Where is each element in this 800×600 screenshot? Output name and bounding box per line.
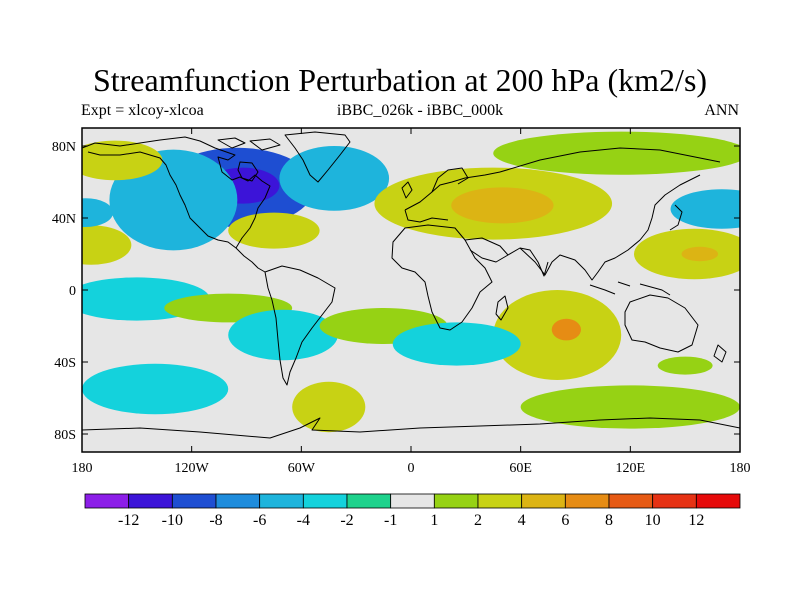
anomaly-arctic-high-west xyxy=(82,140,163,181)
x-tick-label: 120W xyxy=(175,461,210,476)
colorbar-swatch xyxy=(608,493,654,509)
coastline-asia xyxy=(499,147,721,281)
anomaly-arctic-high-east xyxy=(493,131,740,175)
anomaly-west-pacific-high-core xyxy=(681,246,719,262)
colorbar-swatch xyxy=(302,493,348,509)
x-tick-label: 0 xyxy=(408,461,415,476)
coastline-greenland xyxy=(284,131,351,183)
coastline-japan xyxy=(669,204,683,231)
colorbar-swatch xyxy=(433,493,479,509)
coastlines xyxy=(82,131,740,439)
anomaly-nw-pacific-low xyxy=(670,189,740,229)
colorbar-label: -8 xyxy=(209,512,222,529)
colorbar-label: -12 xyxy=(118,512,139,529)
anomaly-southwest-pacific-high xyxy=(657,356,713,375)
x-tick-label: 60E xyxy=(509,461,532,476)
colorbar-label: -4 xyxy=(297,512,310,529)
coastline-africa xyxy=(391,224,493,331)
coastline-india xyxy=(519,247,549,277)
season-label: ANN xyxy=(704,102,739,119)
colorbar-swatch xyxy=(259,493,304,509)
colorbar-swatch xyxy=(652,493,697,509)
coastline-new-zealand xyxy=(713,344,727,363)
colorbar-label: -1 xyxy=(384,512,397,529)
coastline-europe xyxy=(404,171,501,223)
colorbar-label: -10 xyxy=(162,512,183,529)
coastline-antarctica xyxy=(82,417,740,439)
colorbar-label: -6 xyxy=(253,512,266,529)
colorbar-label: 12 xyxy=(688,512,704,529)
colorbar-swatch xyxy=(215,493,261,509)
y-tick-label: 40S xyxy=(54,356,76,371)
coastline-british-isles xyxy=(401,181,413,199)
coastline-indonesia xyxy=(589,281,671,296)
anomaly-drake-passage-high xyxy=(292,381,366,433)
colorbar-swatch xyxy=(171,493,217,509)
colorbar-label: 10 xyxy=(645,512,661,529)
anomaly-us-east-high xyxy=(228,212,320,249)
experiment-label: Expt = xlcoy-xlcoa xyxy=(81,102,204,119)
anomaly-field xyxy=(82,131,740,433)
coastline-north-america xyxy=(82,136,271,249)
coastline-australia xyxy=(624,294,699,353)
coastline-central-america xyxy=(235,247,266,273)
y-tick-label: 80S xyxy=(54,428,76,443)
map-title: Streamfunction Perturbation at 200 hPa (… xyxy=(92,62,708,98)
colorbar-swatch xyxy=(564,493,610,509)
y-tick-label: 0 xyxy=(69,284,76,299)
colorbar-swatch xyxy=(521,493,566,509)
anomaly-south-america-low xyxy=(228,309,338,361)
x-tick-label: 120E xyxy=(616,461,646,476)
colorbar-label: 8 xyxy=(605,512,613,529)
coastline-scandinavia xyxy=(431,167,469,193)
colorbar-label: 6 xyxy=(561,512,569,529)
y-tick-label: 80N xyxy=(52,140,76,155)
anomaly-dateline-low xyxy=(82,198,114,227)
coastline-south-america xyxy=(264,265,336,386)
coastline-arctic-islands xyxy=(217,137,281,151)
colorbar-swatch xyxy=(128,493,173,509)
difference-label: iBBC_026k - iBBC_000k xyxy=(336,102,504,119)
colorbar-label: 1 xyxy=(430,512,438,529)
colorbar-swatch xyxy=(477,493,523,509)
anomaly-north-atlantic-low xyxy=(279,146,390,211)
colorbar-swatch xyxy=(390,493,435,509)
colorbar-label: -2 xyxy=(340,512,353,529)
anomaly-eurasia-high-core xyxy=(451,187,554,224)
anomaly-southern-ocean-high xyxy=(520,385,740,429)
coastline-hudson-bay xyxy=(237,161,259,182)
colorbar-swatch xyxy=(84,493,130,509)
axis-ticks: 180 120W 60W 0 60E 120E 180 80N 40N 0 40S 80S xyxy=(52,128,751,476)
x-tick-label: 180 xyxy=(730,461,751,476)
colorbar-label: 2 xyxy=(474,512,482,529)
anomaly-pacific-west-high xyxy=(82,225,132,265)
x-tick-label: 60W xyxy=(288,461,316,476)
anomaly-southern-africa-low xyxy=(392,322,521,366)
coastline-madagascar xyxy=(495,295,509,321)
colorbar-swatch xyxy=(695,493,741,509)
colorbar-label: 4 xyxy=(518,512,526,529)
x-tick-label: 180 xyxy=(72,461,93,476)
y-tick-label: 40N xyxy=(52,212,76,227)
colorbar: -12 -10 -8 -6 -4 -2 -1 1 2 4 6 8 10 12 xyxy=(84,493,741,529)
anomaly-indian-ocean-high-core xyxy=(551,318,581,341)
colorbar-swatch xyxy=(346,493,392,509)
anomaly-south-pacific-low xyxy=(82,363,229,415)
